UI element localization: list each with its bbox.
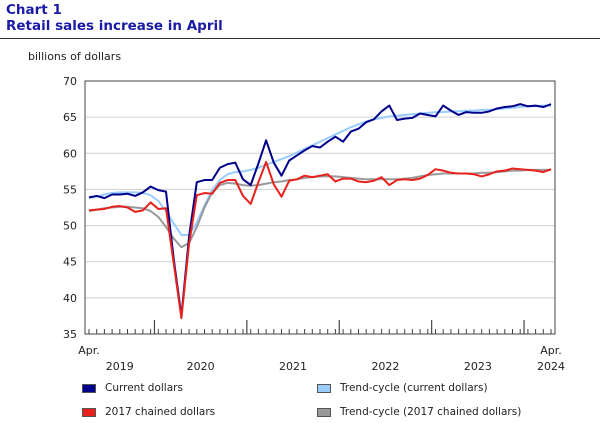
y-tick-label: 55 bbox=[63, 183, 77, 196]
title-divider bbox=[0, 38, 600, 39]
legend-item-current-dollars: Current dollars bbox=[82, 382, 183, 394]
legend-label-trend-current: Trend-cycle (current dollars) bbox=[340, 382, 488, 394]
legend-label-chained-dollars: 2017 chained dollars bbox=[105, 406, 216, 418]
y-tick-label: 60 bbox=[63, 147, 77, 160]
y-tick-label: 65 bbox=[63, 111, 77, 124]
x-tick-label: 2019 bbox=[106, 360, 134, 373]
y-axis-unit-label: billions of dollars bbox=[28, 50, 122, 63]
legend-label-current-dollars: Current dollars bbox=[105, 382, 183, 394]
x-tick-label: 2024 bbox=[537, 360, 565, 373]
series-line-trend-cycle-current-dollars bbox=[88, 104, 551, 236]
legend-swatch-current-dollars bbox=[82, 383, 96, 393]
x-tick-label: Apr. bbox=[78, 344, 100, 357]
x-tick-label: Apr. bbox=[540, 344, 562, 357]
x-tick-label: 2021 bbox=[279, 360, 307, 373]
y-tick-label: 35 bbox=[63, 328, 77, 341]
chart-title: Retail sales increase in April bbox=[6, 18, 223, 34]
chart-header: Chart 1 Retail sales increase in April bbox=[6, 2, 600, 34]
series-line-2017-chained-dollars bbox=[88, 160, 552, 320]
x-tick-label: 2020 bbox=[187, 360, 215, 373]
y-tick-label: 40 bbox=[63, 292, 77, 305]
legend-item-trend-current: Trend-cycle (current dollars) bbox=[317, 382, 488, 394]
legend-item-chained-dollars: 2017 chained dollars bbox=[82, 406, 215, 418]
y-tick-label: 45 bbox=[63, 256, 77, 269]
y-tick-label: 50 bbox=[63, 220, 77, 233]
legend-item-trend-chained: Trend-cycle (2017 chained dollars) bbox=[317, 406, 521, 418]
y-tick-label: 70 bbox=[63, 75, 77, 88]
series-line-current-dollars bbox=[88, 103, 552, 317]
legend-label-trend-chained: Trend-cycle (2017 chained dollars) bbox=[340, 406, 522, 418]
legend-swatch-chained-dollars bbox=[82, 407, 96, 417]
legend-swatch-trend-current bbox=[317, 383, 331, 393]
chart-number: Chart 1 bbox=[6, 2, 62, 18]
x-tick-label: 2023 bbox=[464, 360, 492, 373]
x-tick-label: 2022 bbox=[371, 360, 399, 373]
legend-swatch-trend-chained bbox=[317, 407, 331, 417]
